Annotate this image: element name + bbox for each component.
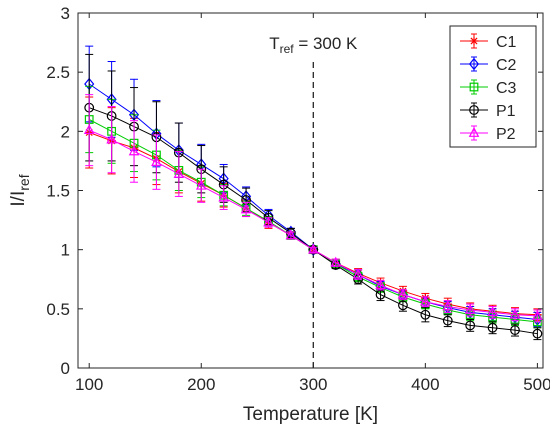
data-point (352, 268, 364, 279)
legend-entry-c3: C3 (460, 79, 517, 97)
y-tick-label: 0.5 (46, 300, 70, 319)
data-point (263, 216, 274, 227)
data-point (532, 328, 543, 339)
y-axis-label-main: I/I (8, 191, 29, 207)
marker-stroke (470, 37, 478, 45)
y-tick-label: 1 (61, 241, 70, 260)
error-bar (85, 94, 94, 167)
data-point (173, 167, 185, 178)
data-point (195, 179, 207, 190)
legend-label: P2 (496, 126, 516, 143)
data-point (83, 124, 95, 135)
x-tick-label: 500 (523, 375, 550, 394)
x-tick-label: 100 (75, 375, 103, 394)
legend-entry-c1: C1 (460, 33, 517, 51)
error-bar (309, 246, 318, 253)
axis-layer: 100 200 300 400 500 0 0.5 1 1.5 2 2.5 3 (46, 4, 550, 394)
legend-marker (468, 126, 480, 137)
data-point (308, 243, 319, 254)
data-point (420, 309, 431, 320)
data-point (509, 308, 521, 319)
legend-label: C1 (496, 34, 517, 51)
legend-entry-p2: P2 (460, 125, 516, 143)
data-point (420, 295, 431, 306)
error-bar (219, 185, 228, 210)
error-bar (130, 120, 139, 183)
ref-annotation-prefix: T (269, 34, 279, 53)
legend-entry-c2: C2 (460, 56, 517, 74)
data-point (398, 300, 408, 311)
ref-temperature-annotation: Tref = 300 K (269, 34, 358, 56)
legend: C1 C2 C3 P1 P2 (449, 25, 537, 148)
data-point (128, 145, 140, 156)
data-point (218, 191, 229, 202)
x-axis-label: Temperature [K] (243, 404, 378, 425)
error-bar (107, 105, 116, 174)
data-point (240, 203, 252, 214)
y-tick-label: 1.5 (46, 182, 70, 201)
data-point (464, 303, 476, 314)
x-tick-label: 300 (299, 375, 327, 394)
data-point (487, 306, 498, 317)
legend-entry-p1: P1 (460, 102, 516, 120)
data-point (330, 256, 342, 267)
legend-marker (469, 105, 479, 115)
data-point (510, 325, 520, 336)
x-tick-label: 200 (187, 375, 215, 394)
error-bar (152, 134, 161, 190)
ref-annotation-sub: ref (280, 42, 295, 56)
data-point (442, 315, 453, 326)
y-tick-label: 2 (61, 122, 70, 141)
legend-label: C3 (496, 80, 517, 97)
data-point (397, 288, 409, 299)
legend-marker (469, 82, 479, 92)
data-point (106, 133, 117, 144)
data-point (375, 279, 386, 290)
ref-annotation-suffix: = 300 K (294, 34, 358, 53)
error-bar (174, 150, 183, 197)
data-point (151, 156, 162, 166)
series-p2 (83, 94, 543, 323)
y-tick-label: 2.5 (46, 63, 70, 82)
y-axis-label: I/Iref (8, 174, 32, 206)
y-tick-label: 3 (61, 4, 70, 23)
data-point (487, 322, 498, 333)
legend-label: P1 (496, 103, 516, 120)
y-axis-label-sub: ref (16, 174, 32, 190)
y-tick-label: 0 (61, 359, 70, 378)
data-point (285, 229, 297, 240)
legend-marker (469, 36, 479, 46)
legend-label: C2 (496, 57, 517, 74)
series-layer (83, 45, 543, 341)
data-point (465, 320, 476, 331)
legend-marker (468, 57, 480, 71)
data-point (532, 309, 543, 320)
data-point (442, 300, 454, 311)
x-tick-label: 400 (411, 375, 439, 394)
error-bar (197, 168, 206, 203)
